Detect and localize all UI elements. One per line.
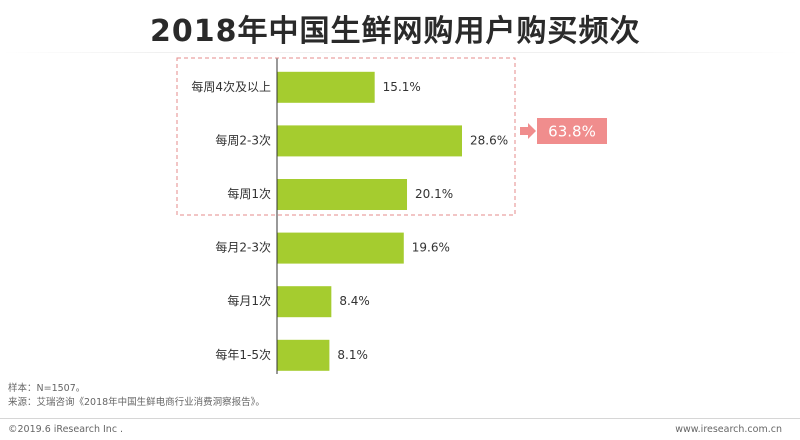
- value-label: 19.6%: [412, 241, 450, 255]
- category-label: 每周1次: [227, 186, 271, 201]
- category-label: 每月1次: [227, 293, 271, 308]
- title-divider: [0, 52, 800, 53]
- highlight-dashed-box: [176, 57, 516, 216]
- page-title: 2018年中国生鲜网购用户购买频次: [150, 14, 641, 49]
- category-label: 每周2-3次: [215, 132, 271, 147]
- value-label: 28.6%: [470, 133, 508, 147]
- bar: [277, 125, 462, 157]
- bar: [277, 232, 404, 264]
- footer-divider: [0, 418, 800, 419]
- footer-source: 来源：艾瑞咨询《2018年中国生鲜电商行业消费洞察报告》。: [8, 397, 265, 408]
- category-label: 每周4次及以上: [191, 79, 271, 94]
- value-label: 8.4%: [339, 294, 370, 308]
- bar: [277, 339, 330, 371]
- bar: [277, 286, 332, 318]
- bar: [277, 179, 408, 210]
- category-label: 每年1-5次: [215, 347, 271, 362]
- value-label: 15.1%: [383, 80, 421, 94]
- bars-group: 每周4次及以上 15.1% 每周2-3次 28.6% 每周1次 20.1% 每月2-3次 19…: [191, 71, 508, 371]
- value-label: 20.1%: [415, 187, 453, 201]
- footer-website: www.iresearch.com.cn: [675, 424, 782, 435]
- value-label: 8.1%: [337, 348, 368, 362]
- total-callout: 63.8%: [520, 118, 607, 144]
- bar: [277, 71, 375, 103]
- category-label: 每月2-3次: [215, 240, 271, 255]
- footer-sample: 样本：N=1507。: [8, 383, 86, 394]
- footer-copyright: ©2019.6 iResearch Inc .: [8, 424, 124, 435]
- callout-arrow-icon: [520, 123, 536, 139]
- callout-total-label: 63.8%: [548, 123, 596, 141]
- callout-box: [537, 118, 607, 144]
